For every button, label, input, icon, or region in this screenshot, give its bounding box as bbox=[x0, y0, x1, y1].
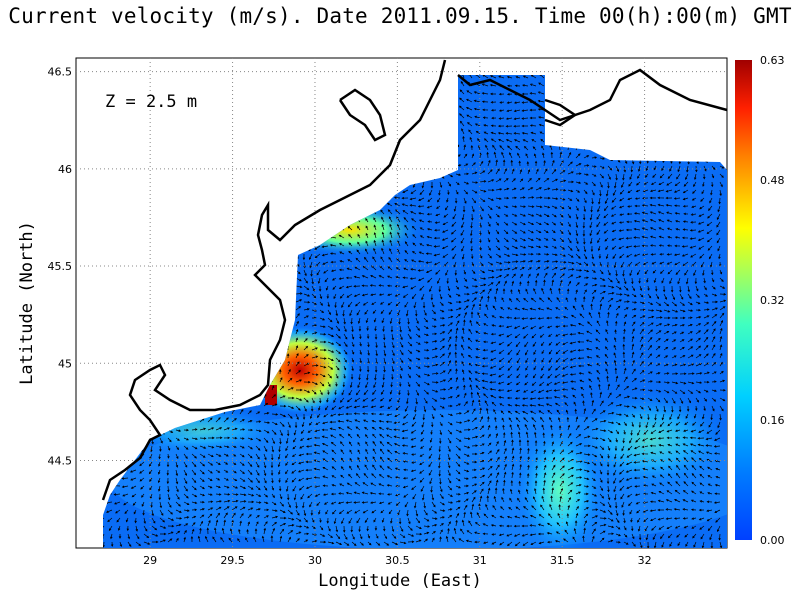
x-tick-label: 32 bbox=[638, 554, 652, 567]
depth-label: Z = 2.5 m bbox=[105, 92, 197, 112]
x-tick-label: 29 bbox=[143, 554, 157, 567]
x-tick-label: 31 bbox=[473, 554, 487, 567]
y-tick-label: 45.5 bbox=[48, 260, 73, 273]
y-axis-label: Latitude (North) bbox=[17, 221, 37, 385]
x-axis: 29 29.5 30 30.5 31 31.5 32 bbox=[143, 554, 651, 567]
colorbar-tick-label: 0.16 bbox=[760, 414, 785, 427]
x-tick-label: 30.5 bbox=[385, 554, 410, 567]
y-tick-label: 44.5 bbox=[48, 455, 73, 468]
colorbar-tick-label: 0.48 bbox=[760, 174, 785, 187]
colorbar-tick-label: 0.32 bbox=[760, 294, 785, 307]
y-tick-label: 46.5 bbox=[48, 66, 73, 79]
y-axis: 46.5 46 45.5 45 44.5 bbox=[48, 66, 73, 468]
grid-lines bbox=[76, 58, 727, 548]
x-axis-label: Longitude (East) bbox=[318, 571, 482, 591]
colorbar-tick-label: 0.00 bbox=[760, 534, 785, 547]
y-tick-label: 45 bbox=[58, 357, 72, 370]
colorbar-ticks: 0.63 0.48 0.32 0.16 0.00 bbox=[760, 54, 785, 547]
x-tick-label: 30 bbox=[308, 554, 322, 567]
x-tick-label: 29.5 bbox=[220, 554, 245, 567]
colorbar-tick-label: 0.63 bbox=[760, 54, 785, 67]
colorbar bbox=[735, 60, 752, 540]
y-tick-label: 46 bbox=[58, 163, 72, 176]
chart-title: Current velocity (m/s). Date 2011.09.15.… bbox=[8, 4, 792, 28]
x-tick-label: 31.5 bbox=[550, 554, 575, 567]
coastline bbox=[101, 59, 728, 501]
